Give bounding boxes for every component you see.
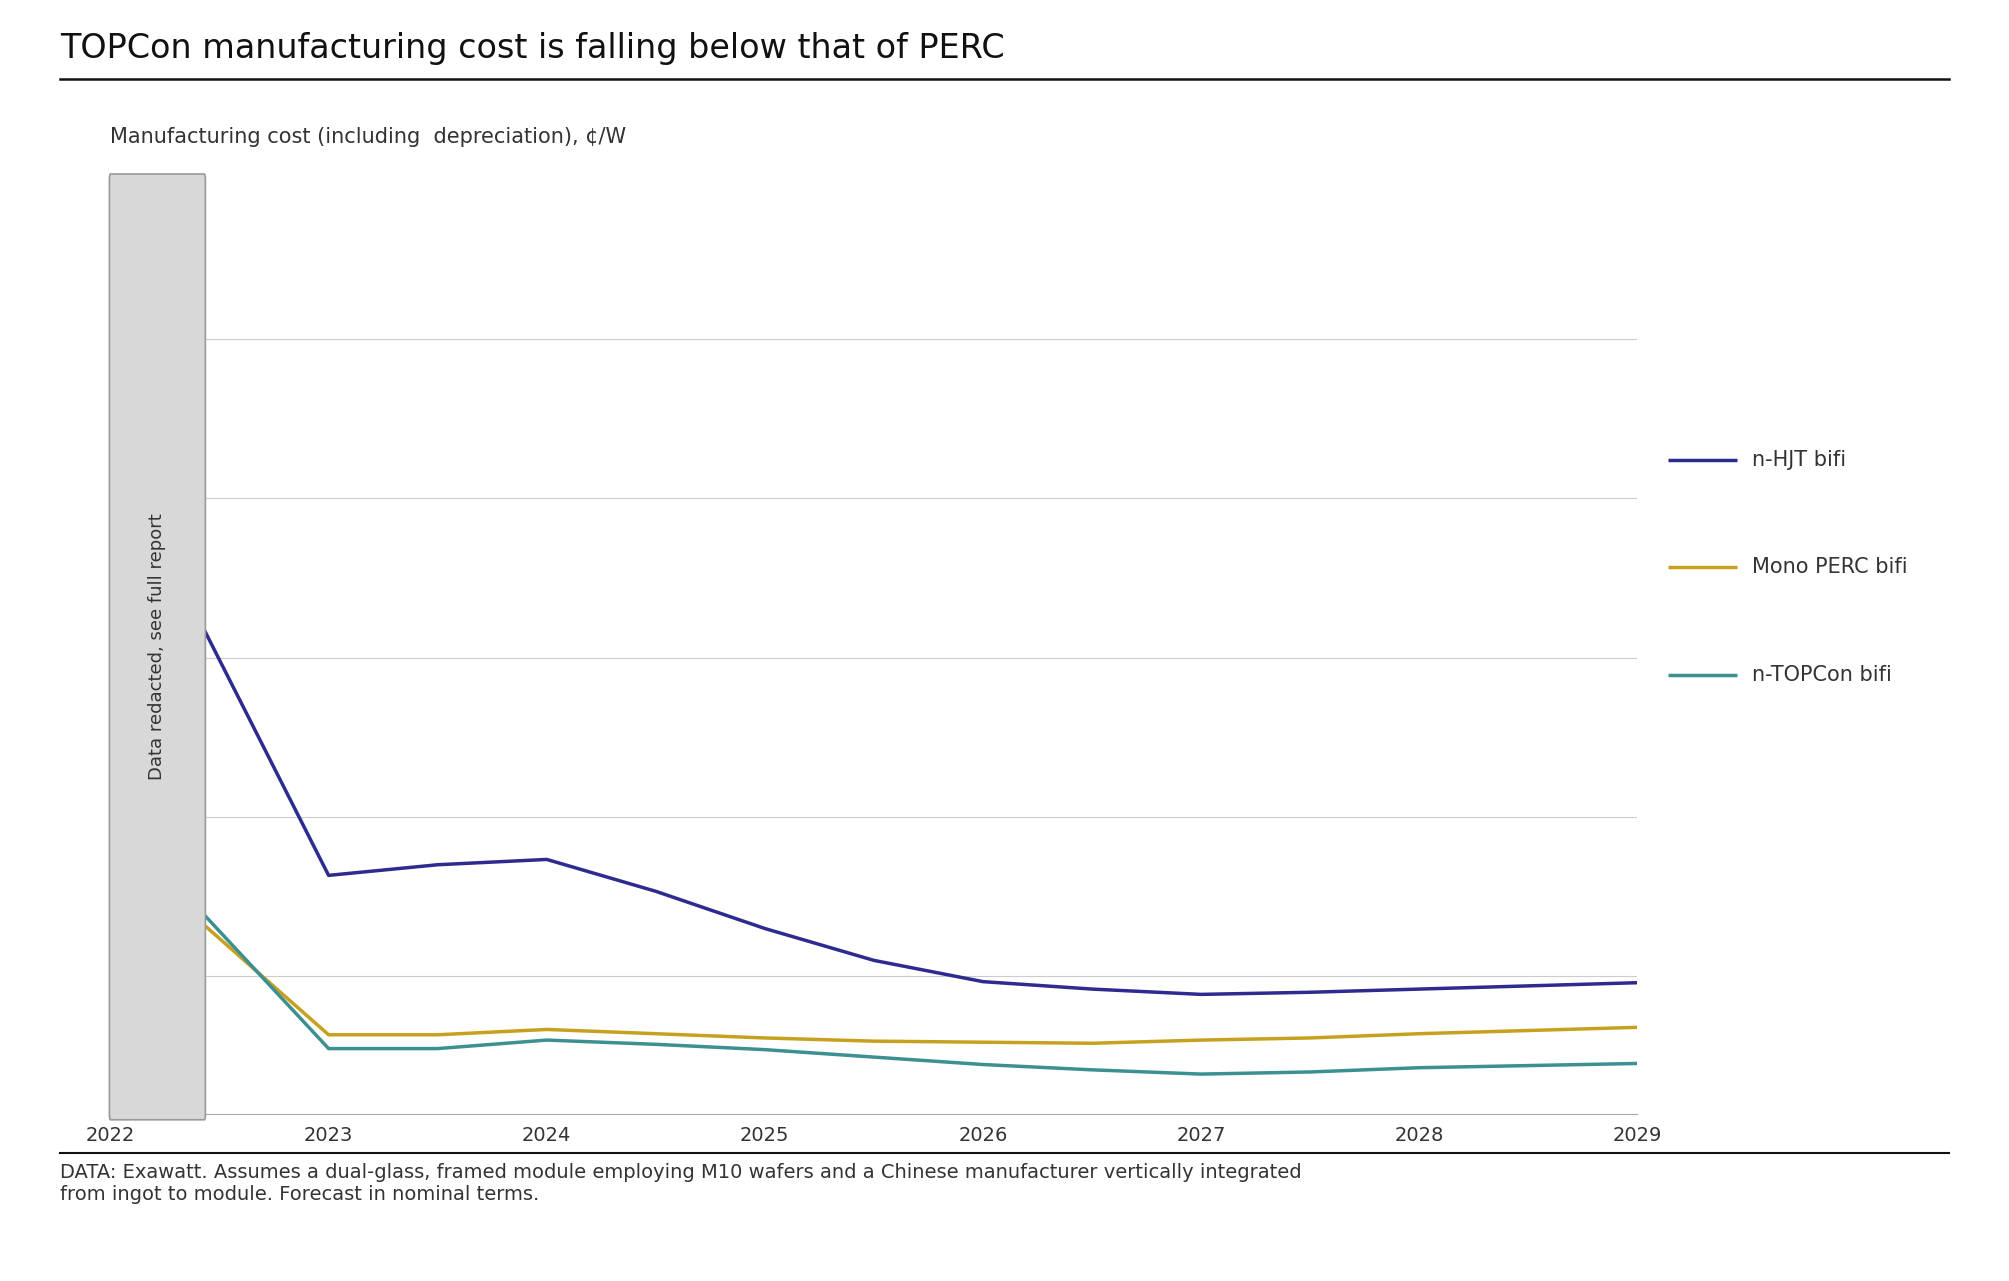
FancyBboxPatch shape	[108, 174, 205, 1120]
Text: Manufacturing cost (including  depreciation), ¢/W: Manufacturing cost (including depreciati…	[110, 127, 627, 146]
Text: Data redacted, see full report: Data redacted, see full report	[149, 514, 167, 780]
Text: n-HJT bifi: n-HJT bifi	[1752, 450, 1846, 470]
Text: Mono PERC bifi: Mono PERC bifi	[1752, 557, 1907, 578]
Text: TOPCon manufacturing cost is falling below that of PERC: TOPCon manufacturing cost is falling bel…	[60, 32, 1004, 65]
Text: n-TOPCon bifi: n-TOPCon bifi	[1752, 665, 1892, 685]
Text: DATA: Exawatt. Assumes a dual-glass, framed module employing M10 wafers and a Ch: DATA: Exawatt. Assumes a dual-glass, fra…	[60, 1163, 1302, 1204]
